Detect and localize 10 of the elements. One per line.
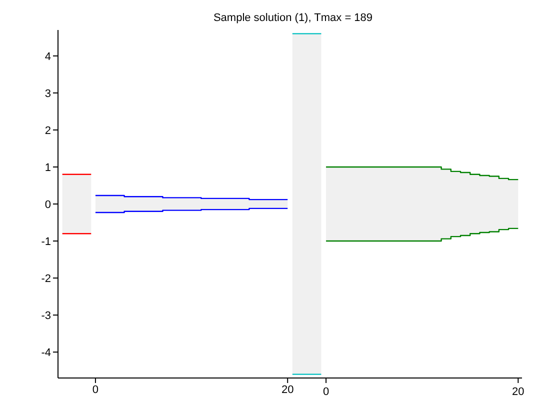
y-tick-label: -4 (41, 346, 51, 359)
y-tick-label: -3 (41, 310, 51, 322)
chart-title: Sample solution (1), Tmax = 189 (212, 12, 374, 24)
y-tick-label: 0 (44, 198, 51, 211)
y-tick-label: 2 (44, 124, 51, 137)
y-tick-label: 4 (44, 50, 51, 63)
y-tick-label: 1 (44, 162, 51, 174)
y-tick-label: -2 (41, 272, 51, 285)
y-tick-label: 3 (44, 88, 51, 100)
y-tick-label: -1 (41, 236, 51, 248)
